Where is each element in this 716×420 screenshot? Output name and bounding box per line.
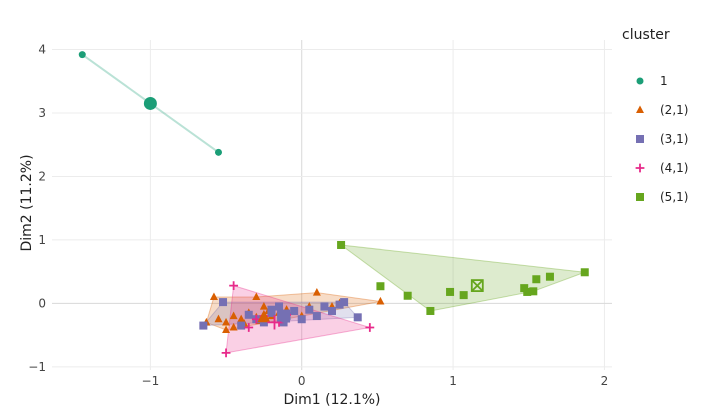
data-point [199,321,208,330]
data-point [244,310,253,319]
cluster-centroids [143,96,484,330]
legend-label: (4,1) [660,161,688,175]
legend-label: 1 [660,74,668,88]
legend-marker [636,193,644,201]
data-point [320,302,329,311]
data-point [237,321,246,330]
data-point [214,314,223,323]
legend-label: (2,1) [660,103,688,117]
data-point [376,296,385,305]
data-point [446,287,455,296]
data-point [259,301,268,310]
legend-marker [636,105,644,114]
legend-item[interactable]: (4,1) [635,161,689,175]
y-tick-labels: −1 0 1 2 3 4 [28,43,46,374]
cluster-centroid [277,309,291,323]
data-point [532,275,541,284]
data-point [222,325,231,334]
legend-item[interactable]: (2,1) [636,103,688,117]
y-tick-label: 2 [38,169,46,183]
data-point [353,313,362,322]
legend: 1 (2,1) (3,1) (4,1) (5,1) [635,74,689,204]
data-point [267,308,276,317]
data-point [290,306,299,315]
legend-item[interactable]: (5,1) [636,190,688,204]
data-point [529,287,538,296]
data-point [78,51,86,59]
y-tick-label: 1 [38,233,46,247]
data-point [237,314,246,323]
cluster-centroid [257,309,271,323]
data-point [222,317,231,326]
data-point [376,282,385,291]
data-point [259,318,268,327]
data-point [219,298,228,307]
x-tick-label: 2 [601,374,609,388]
y-tick-label: 0 [38,296,46,310]
x-tick-label: 1 [449,374,457,388]
data-point [252,292,261,301]
legend-marker [636,135,644,143]
data-point [523,287,532,296]
data-point [335,300,344,309]
x-tick-label: 0 [298,374,306,388]
data-point [340,298,349,307]
y-tick-label: 3 [38,106,46,120]
legend-item[interactable]: 1 [636,74,668,88]
cluster-centroid [470,279,484,292]
data-point [403,291,412,300]
data-point [297,315,306,324]
data-point [365,323,375,332]
data-point [337,240,346,249]
legend-label: (3,1) [660,132,688,146]
data-point [305,305,314,314]
data-point [312,288,321,296]
data-point [221,348,231,358]
data-point [580,268,589,277]
x-tick-label: −1 [142,374,160,388]
legend-item[interactable]: (3,1) [636,132,688,146]
y-tick-label: 4 [38,43,46,57]
legend-title: cluster [622,27,670,43]
data-point [459,291,468,300]
data-point [275,302,284,311]
data-point [328,306,336,315]
x-axis-title: Dim1 (12.1%) [283,392,380,408]
y-tick-label: −1 [28,360,46,374]
data-point [229,281,239,290]
y-axis-title: Dim2 (11.2%) [19,154,35,251]
data-point [244,323,254,332]
data-point [426,306,435,315]
cluster-centroid [143,96,157,110]
data-point [209,292,218,301]
data-point [312,312,321,321]
legend-marker [636,77,644,85]
x-tick-labels: −1 0 1 2 [142,374,609,388]
cluster-centroid [267,315,282,330]
data-point [229,311,238,320]
legend-marker [635,163,645,173]
data-point [545,272,554,281]
data-point [229,322,238,331]
legend-label: (5,1) [660,190,688,204]
data-point [214,148,222,156]
cluster-points [78,51,589,358]
